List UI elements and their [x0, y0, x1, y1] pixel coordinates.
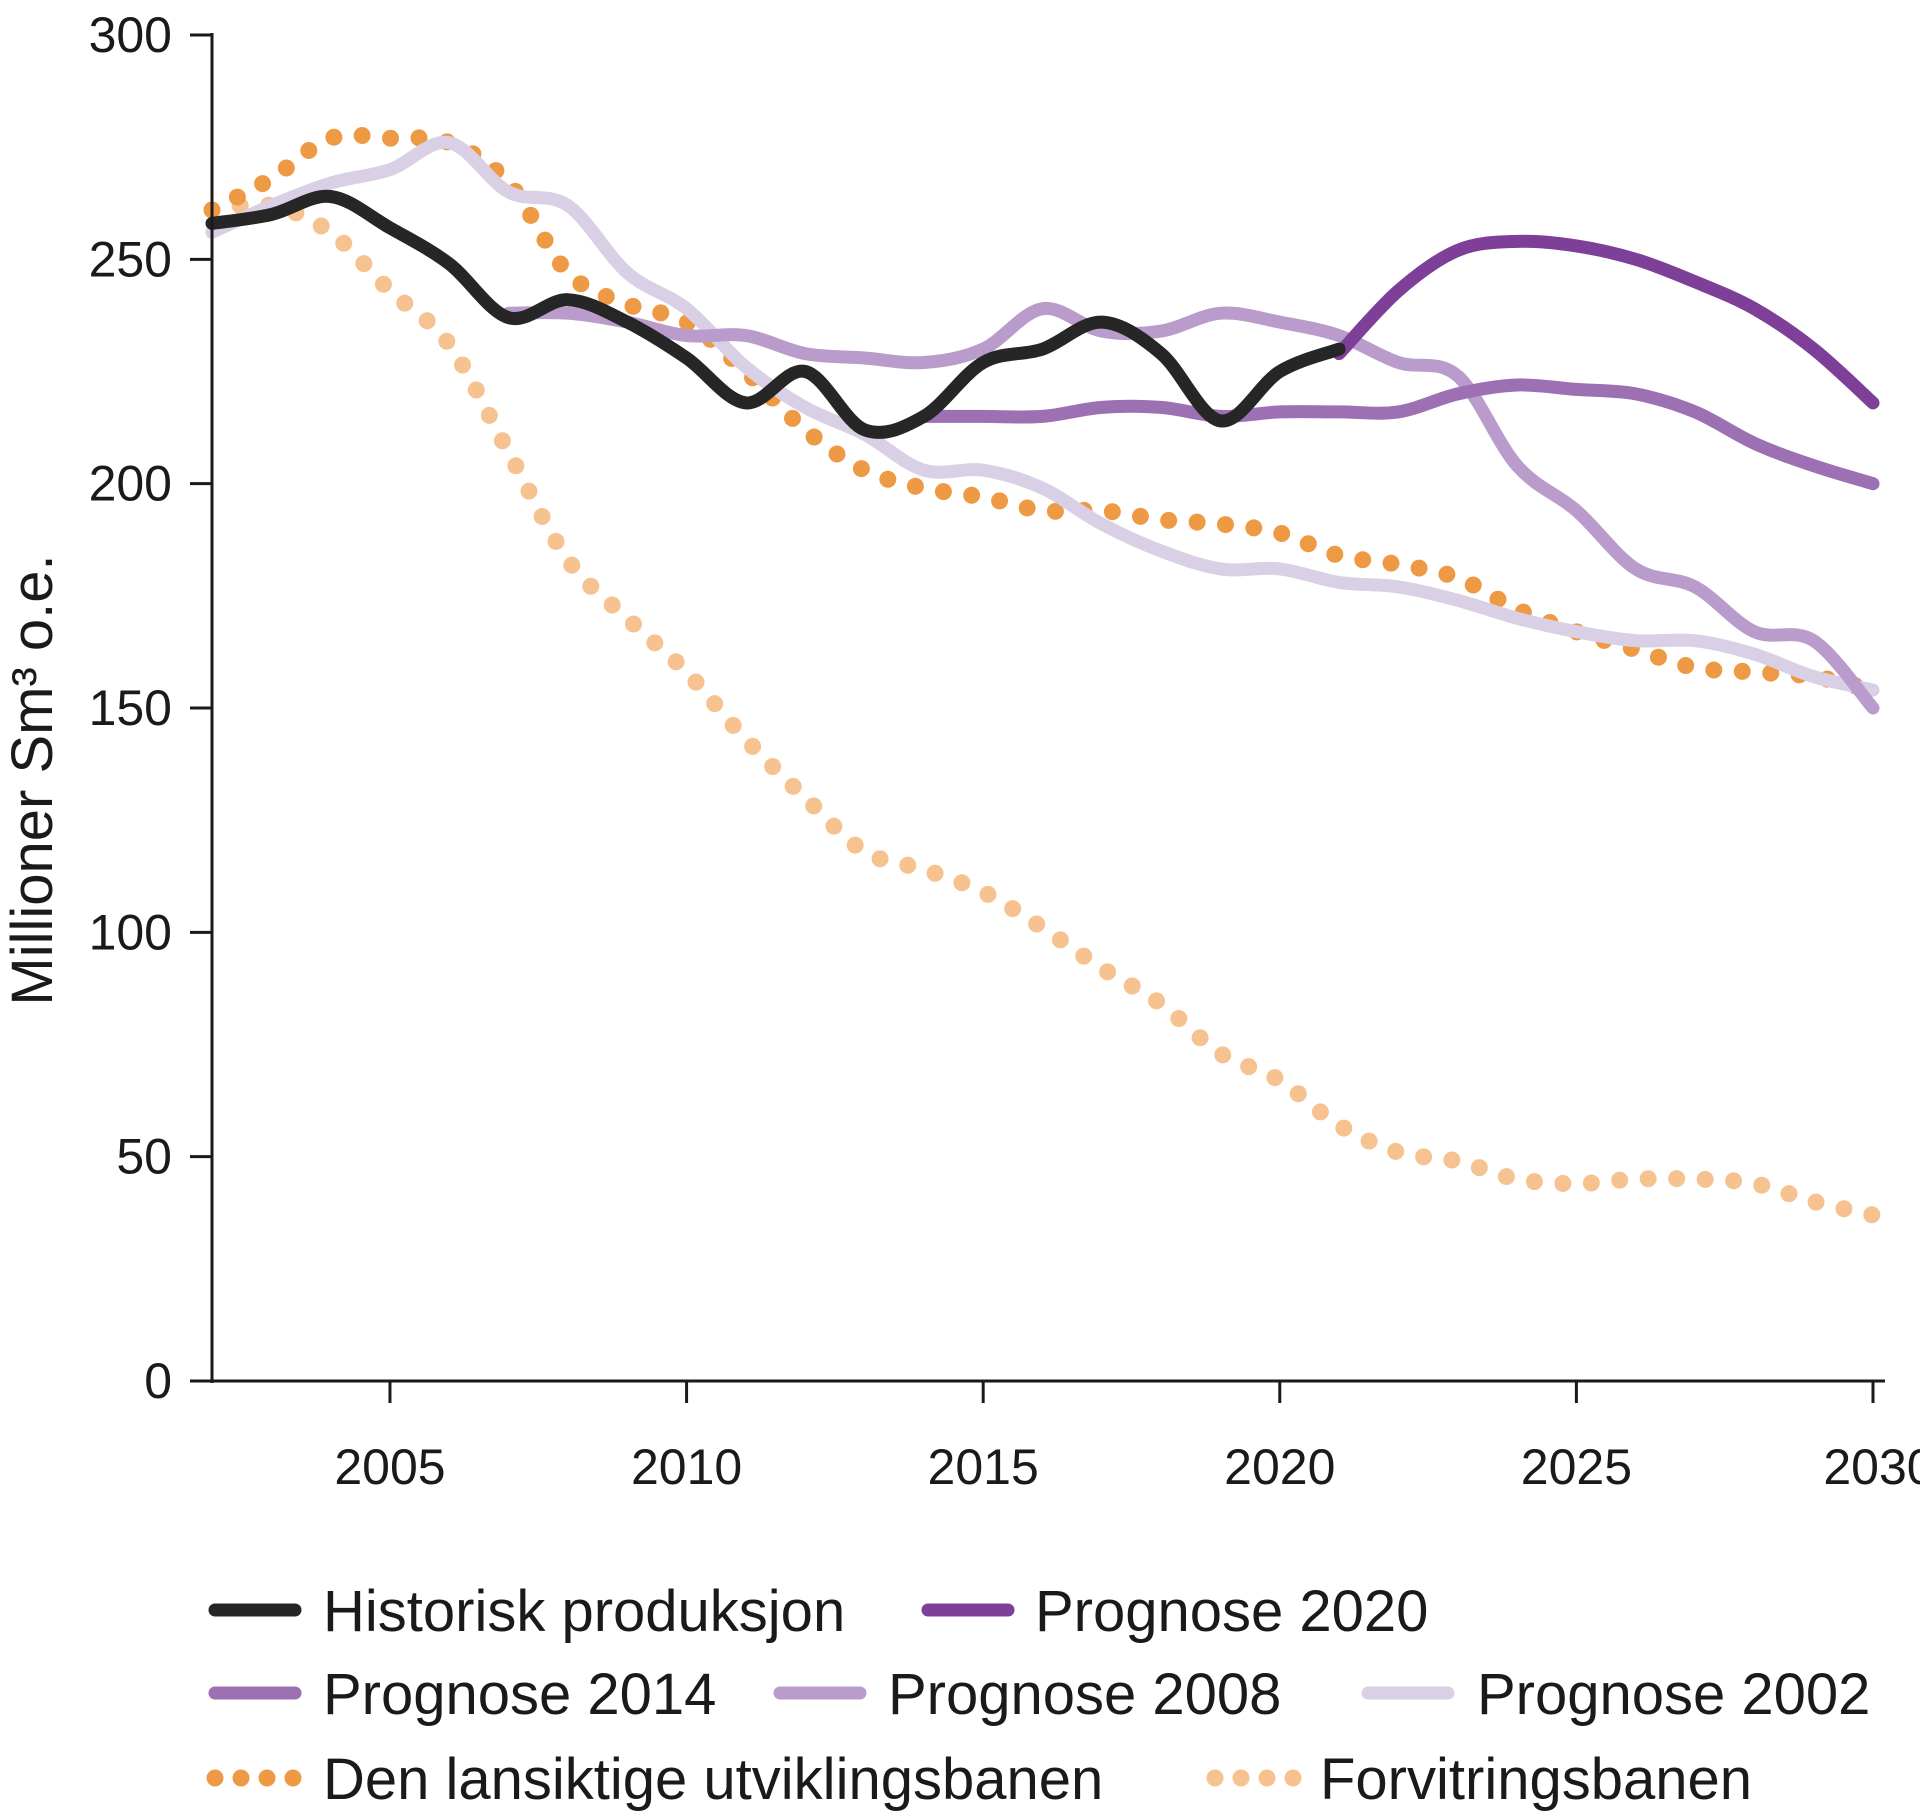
series-line-6: [203, 196, 1882, 1224]
series-lines: [203, 126, 1882, 1224]
y-tick-label: 150: [89, 680, 172, 736]
axes: [210, 33, 1885, 1383]
series-line-4: [205, 135, 1880, 697]
x-tick-label: 2025: [1521, 1439, 1632, 1495]
y-tick-label: 200: [89, 456, 172, 512]
x-tick-label: 2020: [1224, 1439, 1335, 1495]
series-line-3: [502, 302, 1880, 715]
legend-label-3: Prognose 2008: [888, 1662, 1281, 1727]
y-tick-label: 0: [144, 1353, 172, 1409]
legend-label-2: Prognose 2014: [323, 1662, 716, 1727]
legend: Historisk produksjon Prognose 2020 Prognos…: [206, 1579, 1870, 1812]
legend-label-0: Historisk produksjon: [323, 1579, 845, 1644]
x-ticks: 2005 2010 2015 2020 2025 2030: [334, 1381, 1920, 1495]
x-tick-label: 2005: [334, 1439, 445, 1495]
series-line-1: [1332, 234, 1880, 410]
y-tick-label: 250: [89, 231, 172, 287]
y-ticks: 0 50 100 150 200 250 300: [89, 7, 212, 1409]
y-axis-title: Millioner Sm³ o.e.: [0, 554, 65, 1005]
y-tick-label: 100: [89, 904, 172, 960]
legend-label-6: Forvitringsbanen: [1320, 1747, 1752, 1812]
legend-label-4: Prognose 2002: [1477, 1662, 1870, 1727]
x-tick-label: 2010: [631, 1439, 742, 1495]
legend-label-5: Den lansiktige utviklingsbanen: [323, 1747, 1103, 1812]
y-tick-label: 50: [116, 1129, 172, 1185]
x-tick-label: 2015: [928, 1439, 1039, 1495]
y-tick-label: 300: [89, 7, 172, 63]
x-tick-label: 2030: [1823, 1439, 1920, 1495]
legend-label-1: Prognose 2020: [1035, 1579, 1428, 1644]
series-line-2: [917, 378, 1880, 491]
series-line-0: [205, 189, 1346, 439]
